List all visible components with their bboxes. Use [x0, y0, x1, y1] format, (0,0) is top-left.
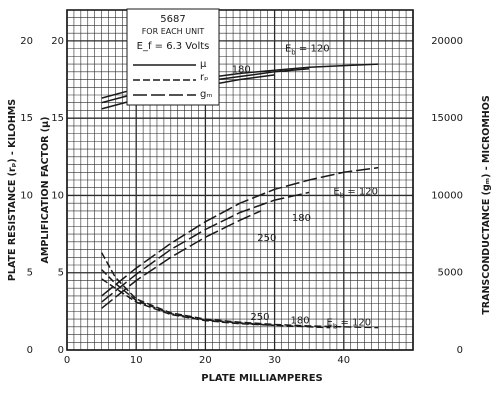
curve-rp-eb-120	[100, 252, 379, 329]
annotation-rp: 250	[250, 312, 269, 323]
curve-gm-eb-250	[101, 210, 262, 309]
legend-condition: E_f = 6.3 Volts	[137, 41, 210, 52]
annotation-rp: 180	[291, 316, 310, 327]
y-tick-label-outer: 0	[27, 345, 33, 356]
legend-box	[126, 8, 220, 106]
x-tick-label: 30	[268, 355, 281, 366]
annotation-rp: Eb = 120	[327, 317, 372, 330]
curve-gm-eb-180	[101, 191, 310, 303]
plot-border	[66, 9, 414, 351]
y-tick-label-inner: 20	[51, 36, 64, 47]
y2-tick-label: 10000	[431, 190, 463, 201]
y-tick-label-inner: 0	[58, 345, 64, 356]
annotation-mu: Eb = 120	[285, 44, 330, 57]
tick-labels: 0 10 20 30 40 0 5 10 15 20 0 5 10 15 20 0 5000 10000 15000…	[20, 36, 463, 366]
y-tick-label-inner: 15	[51, 113, 64, 124]
legend-rp-label: rₚ	[200, 72, 208, 83]
y-axis-title-outer: PLATE RESISTANCE (rₚ) - KILOHMS	[7, 99, 18, 281]
legend-title: 5687	[160, 14, 185, 25]
y-tick-label-outer: 15	[20, 113, 33, 124]
annotation-mu: 180	[232, 65, 251, 76]
annotation-gm: 250	[257, 233, 276, 244]
y2-tick-label: 15000	[431, 113, 463, 124]
legend-mu-label: μ	[200, 59, 207, 70]
y2-tick-label: 20000	[431, 36, 463, 47]
y2-tick-label: 5000	[438, 268, 463, 279]
curve-rp-eb-250	[101, 278, 275, 327]
y-tick-label-inner: 10	[51, 190, 64, 201]
y-tick-label-inner: 5	[58, 268, 64, 279]
y2-tick-label: 0	[457, 345, 463, 356]
x-tick-label: 20	[199, 355, 212, 366]
y-tick-label-outer: 10	[20, 190, 33, 201]
x-tick-label: 10	[130, 355, 143, 366]
x-tick-label: 0	[64, 355, 70, 366]
legend-gm-label: gₘ	[200, 89, 213, 100]
x-axis-title: PLATE MILLIAMPERES	[201, 373, 323, 384]
curve-rp-eb-180	[101, 269, 331, 329]
x-tick-label: 40	[337, 355, 350, 366]
y-axis-title-inner: AMPLIFICATION FACTOR (μ)	[40, 117, 51, 264]
y-tick-label-outer: 20	[20, 36, 33, 47]
annotation-gm: 180	[292, 213, 311, 224]
y2-axis-title: TRANSCONDUCTANCE (gₘ) - MICROMHOS	[481, 95, 492, 315]
legend: 5687 FOR EACH UNIT E_f = 6.3 Volts μ rₚ …	[126, 8, 220, 106]
chart-frame	[66, 9, 414, 351]
curve-gm-eb-120	[101, 166, 379, 297]
legend-subtitle: FOR EACH UNIT	[142, 27, 205, 36]
y-tick-label-outer: 5	[27, 268, 33, 279]
annotation-gm: Eb = 120	[333, 187, 378, 200]
